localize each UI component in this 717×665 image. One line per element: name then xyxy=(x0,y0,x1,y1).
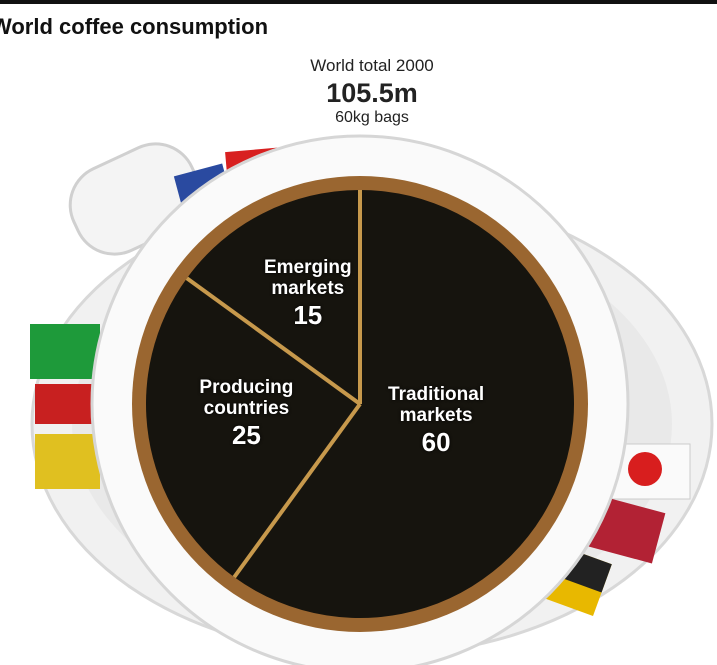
pie-slice xyxy=(234,189,575,618)
chart-title: World coffee consumption xyxy=(0,14,269,39)
pie xyxy=(146,189,575,618)
annotation: 105.5m xyxy=(326,78,418,108)
slice-label: Emerging markets 15 xyxy=(233,257,383,331)
slice-label: Producing countries 25 xyxy=(171,377,321,451)
category-label: Traditional markets xyxy=(388,383,485,426)
pie-slice xyxy=(186,190,360,404)
slice-divider xyxy=(232,402,362,579)
slice-divider xyxy=(185,276,362,406)
value-label: 25 xyxy=(231,419,261,450)
value-label: 60 xyxy=(421,426,451,457)
annotation: World total 2000 xyxy=(310,56,434,75)
slice-label: Traditional markets 60 xyxy=(361,384,511,458)
category-label: Emerging markets xyxy=(263,256,352,299)
chart xyxy=(30,134,714,665)
annotation: 60kg bags xyxy=(335,109,409,126)
category-label: Producing countries xyxy=(199,376,294,419)
value-label: 15 xyxy=(293,299,323,330)
pie-slice xyxy=(146,278,360,578)
